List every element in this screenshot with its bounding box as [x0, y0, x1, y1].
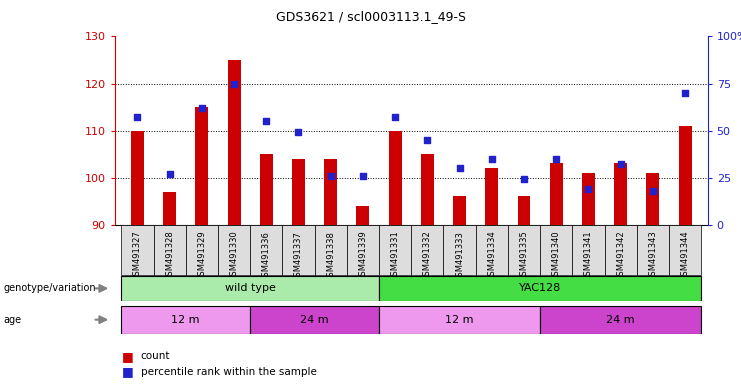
Text: count: count [141, 351, 170, 361]
Bar [476, 225, 508, 275]
Bar [347, 225, 379, 275]
Text: ■: ■ [122, 350, 134, 363]
Bar [260, 154, 273, 225]
Point [679, 90, 691, 96]
Text: ■: ■ [122, 365, 134, 378]
Bar [411, 225, 443, 275]
Point [486, 156, 498, 162]
Point [422, 137, 433, 143]
Bar [250, 306, 379, 333]
Bar [517, 197, 531, 225]
Text: GSM491332: GSM491332 [423, 231, 432, 281]
Bar [614, 164, 627, 225]
Text: 24 m: 24 m [606, 314, 635, 325]
Bar [540, 306, 701, 333]
Text: 24 m: 24 m [300, 314, 329, 325]
Bar [356, 206, 369, 225]
Point [615, 161, 627, 167]
Bar [540, 225, 572, 275]
Bar [421, 154, 433, 225]
Text: 12 m: 12 m [171, 314, 200, 325]
Bar [679, 126, 691, 225]
Point [293, 129, 305, 136]
Bar [218, 225, 250, 275]
Point [196, 105, 207, 111]
Point [551, 156, 562, 162]
Text: GSM491335: GSM491335 [519, 231, 528, 281]
Text: GSM491327: GSM491327 [133, 231, 142, 281]
Text: age: age [4, 314, 21, 325]
Point [325, 173, 336, 179]
Text: GSM491331: GSM491331 [391, 231, 399, 281]
Bar [163, 192, 176, 225]
Point [518, 176, 530, 182]
Bar [122, 306, 250, 333]
Bar [379, 306, 540, 333]
Bar [315, 225, 347, 275]
Bar [250, 225, 282, 275]
Text: GDS3621 / scl0003113.1_49-S: GDS3621 / scl0003113.1_49-S [276, 10, 465, 23]
Bar [508, 225, 540, 275]
Text: percentile rank within the sample: percentile rank within the sample [141, 367, 316, 377]
Point [582, 186, 594, 192]
Text: GSM491341: GSM491341 [584, 231, 593, 281]
Text: GSM491342: GSM491342 [617, 231, 625, 281]
Bar [153, 225, 186, 275]
Bar [443, 225, 476, 275]
Point [228, 81, 240, 87]
Bar [196, 107, 208, 225]
Text: YAC128: YAC128 [519, 283, 561, 293]
Text: GSM491328: GSM491328 [165, 231, 174, 281]
Bar [453, 197, 466, 225]
Bar [186, 225, 218, 275]
Bar [582, 173, 595, 225]
Bar [131, 131, 144, 225]
Bar [227, 60, 241, 225]
Bar [485, 168, 498, 225]
Text: GSM491334: GSM491334 [488, 231, 496, 281]
Bar [379, 276, 701, 301]
Text: 12 m: 12 m [445, 314, 473, 325]
Text: GSM491339: GSM491339 [359, 231, 368, 281]
Point [453, 165, 465, 171]
Bar [379, 225, 411, 275]
Bar [605, 225, 637, 275]
Text: wild type: wild type [225, 283, 276, 293]
Point [647, 188, 659, 194]
Text: GSM491330: GSM491330 [230, 231, 239, 281]
Point [357, 173, 369, 179]
Bar [550, 164, 562, 225]
Text: GSM491329: GSM491329 [197, 231, 206, 281]
Text: GSM491337: GSM491337 [294, 231, 303, 281]
Text: GSM491343: GSM491343 [648, 231, 657, 281]
Bar [637, 225, 669, 275]
Point [131, 114, 143, 121]
Text: GSM491336: GSM491336 [262, 231, 270, 281]
Bar [572, 225, 605, 275]
Bar [325, 159, 337, 225]
Bar [669, 225, 701, 275]
Bar [646, 173, 659, 225]
Text: genotype/variation: genotype/variation [4, 283, 96, 293]
Text: GSM491344: GSM491344 [680, 231, 690, 281]
Bar [292, 159, 305, 225]
Text: GSM491340: GSM491340 [552, 231, 561, 281]
Bar [122, 276, 379, 301]
Text: GSM491333: GSM491333 [455, 231, 464, 281]
Point [389, 114, 401, 121]
Point [260, 118, 272, 124]
Bar [122, 225, 153, 275]
Point [164, 171, 176, 177]
Text: GSM491338: GSM491338 [326, 231, 335, 281]
Bar [389, 131, 402, 225]
Bar [282, 225, 315, 275]
